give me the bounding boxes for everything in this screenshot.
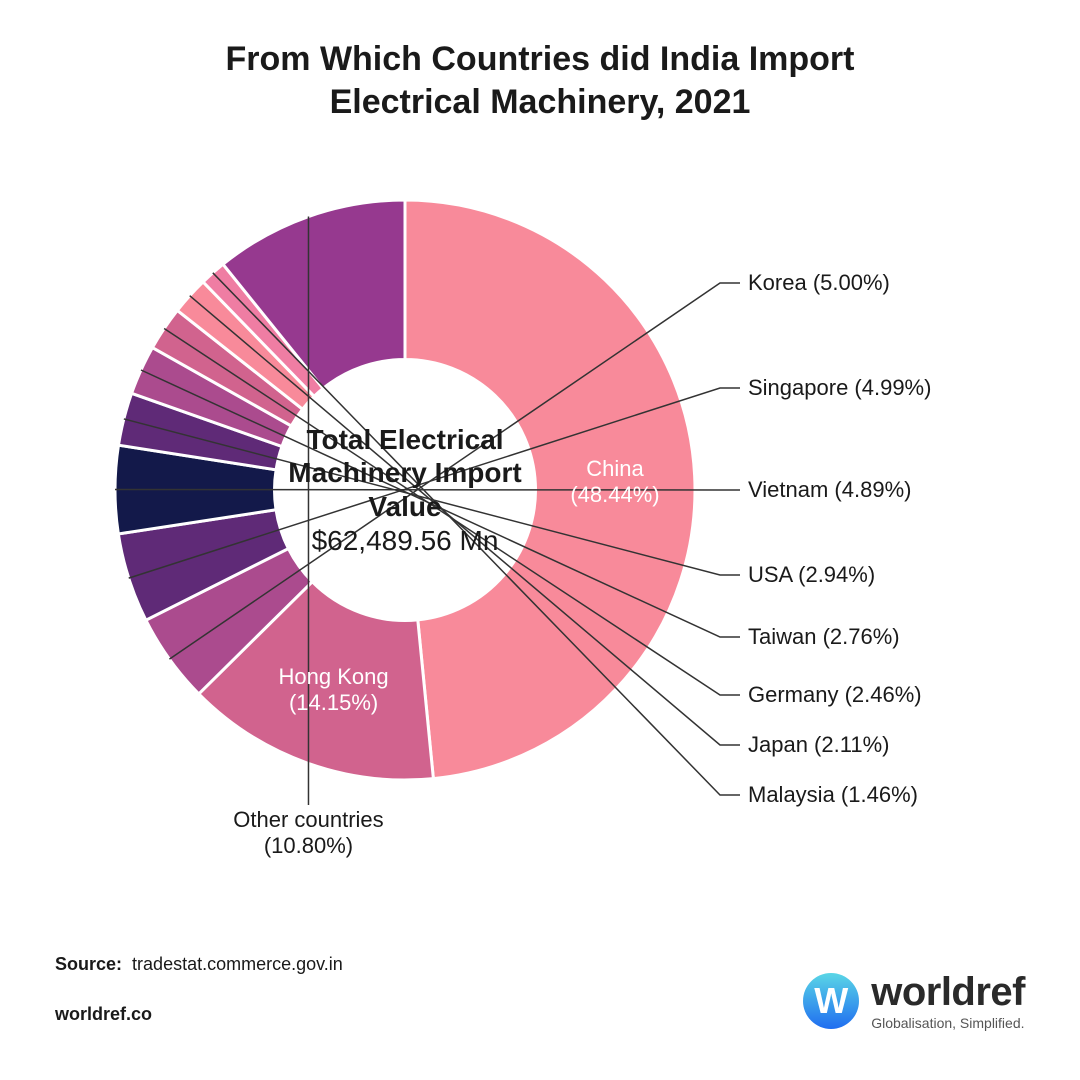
slice-label-usa: USA (2.94%) [748, 562, 875, 588]
slice-label-china: China(48.44%) [545, 456, 685, 509]
slice-label-vietnam: Vietnam (4.89%) [748, 477, 911, 503]
slice-label-taiwan: Taiwan (2.76%) [748, 624, 900, 650]
brand-tagline: Globalisation, Simplified. [871, 1016, 1025, 1030]
donut-chart: Total Electrical Machinery Import Value … [0, 155, 1080, 915]
slice-label-hong-kong: Hong Kong(14.15%) [264, 664, 404, 717]
site-url: worldref.co [55, 1004, 152, 1025]
brand-text: worldref Globalisation, Simplified. [871, 972, 1025, 1030]
slice-label-korea: Korea (5.00%) [748, 270, 890, 296]
chart-title: From Which Countries did India Import El… [0, 38, 1080, 123]
brand-logo: W worldref Globalisation, Simplified. [803, 972, 1025, 1030]
source-value: tradestat.commerce.gov.in [132, 954, 343, 974]
slice-label-malaysia: Malaysia (1.46%) [748, 782, 918, 808]
leader-lines [0, 155, 1080, 915]
slice-label-germany: Germany (2.46%) [748, 682, 922, 708]
title-line2: Electrical Machinery, 2021 [330, 83, 751, 121]
brand-icon-letter: W [814, 980, 848, 1022]
brand-name: worldref [871, 972, 1025, 1012]
slice-label-other-countries: Other countries(10.80%) [218, 807, 398, 860]
slice-label-singapore: Singapore (4.99%) [748, 375, 931, 401]
title-line1: From Which Countries did India Import [226, 40, 855, 78]
source-line: Source: tradestat.commerce.gov.in [55, 954, 343, 975]
slice-label-japan: Japan (2.11%) [748, 732, 889, 758]
brand-icon: W [803, 973, 859, 1029]
source-label: Source: [55, 954, 122, 974]
leader-germany [164, 329, 740, 695]
